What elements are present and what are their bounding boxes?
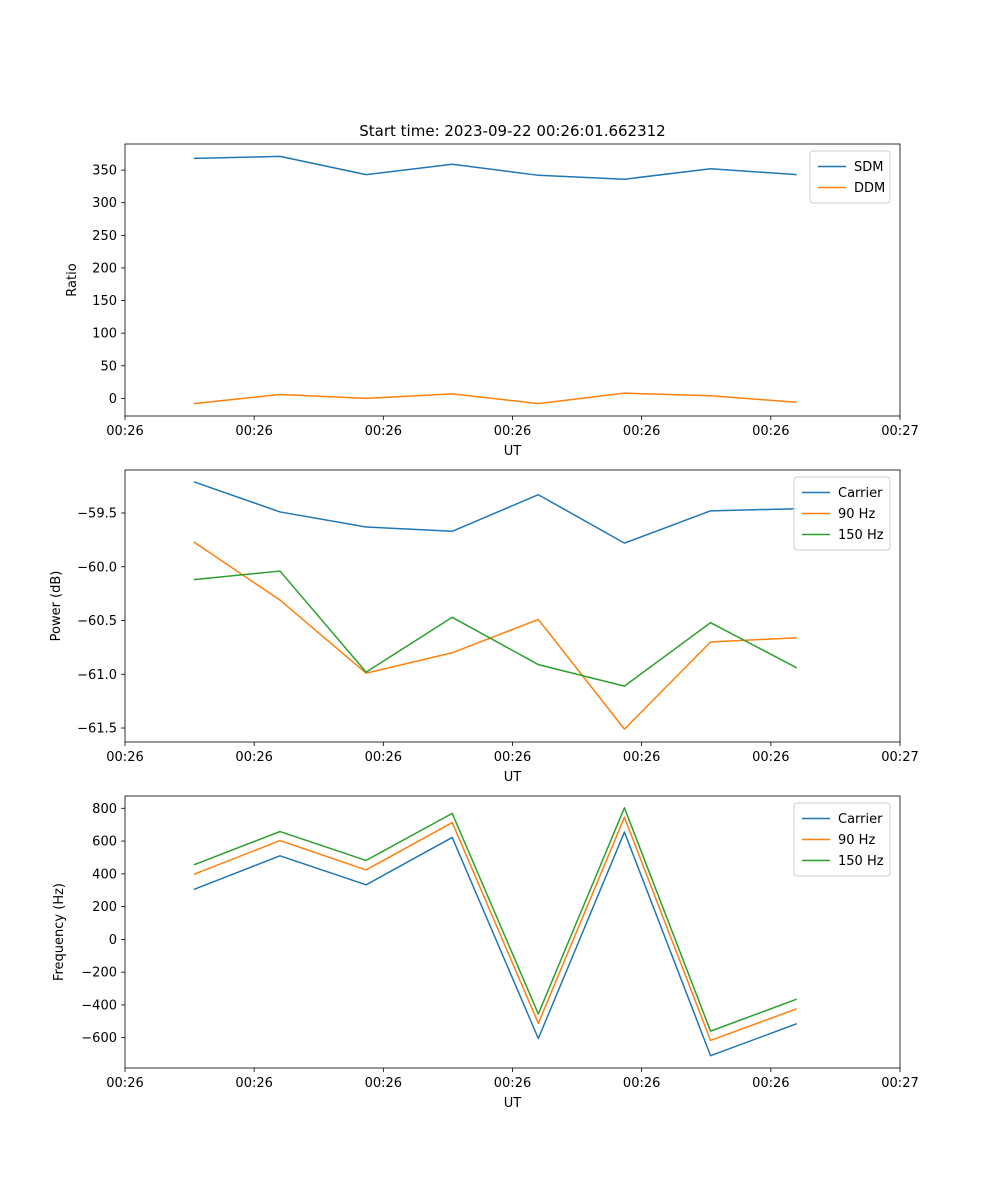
frequency-x-axis-label: UT	[504, 1096, 522, 1111]
ratio-x-tick-label: 00:27	[881, 424, 918, 439]
power-y-tick-label: −61.5	[77, 722, 117, 737]
power-legend: Carrier 90 Hz 150 Hz	[793, 476, 891, 551]
ratio-y-axis-label: Ratio	[65, 263, 80, 296]
ratio-legend-box	[809, 150, 891, 204]
frequency-x-tick-label: 00:26	[494, 1076, 531, 1091]
ratio-y-tick-label: 50	[100, 359, 117, 374]
ratio-legend: SDM DDM	[809, 150, 891, 204]
ratio-panel: 00:26 00:26 00:26 00:26 00:26 00:26 00:27 0 50 10…	[65, 143, 919, 459]
power-x-tick-label: 00:26	[623, 750, 660, 765]
ratio-y-tick-label: 350	[92, 164, 117, 179]
frequency-y-tick-label: 200	[92, 900, 117, 915]
frequency-y-tick-label: −200	[81, 966, 117, 981]
frequency-x-tick-label: 00:26	[235, 1076, 272, 1091]
frequency-y-tick-label: −600	[81, 1031, 117, 1046]
ratio-legend-label: DDM	[854, 181, 885, 196]
frequency-y-axis-label: Frequency (Hz)	[52, 883, 67, 981]
power-y-axis-label: Power (dB)	[49, 571, 64, 642]
power-x-tick-label: 00:27	[881, 750, 918, 765]
power-x-axis-label: UT	[504, 770, 522, 785]
ratio-x-tick-label: 00:26	[235, 424, 272, 439]
ratio-x-tick-label: 00:26	[365, 424, 402, 439]
ratio-legend-label: SDM	[854, 160, 883, 175]
frequency-x-tick-label: 00:27	[881, 1076, 918, 1091]
power-legend-label: 90 Hz	[838, 507, 875, 522]
power-legend-box	[793, 476, 891, 551]
power-legend-label: 150 Hz	[838, 528, 884, 543]
frequency-x-tick-label: 00:26	[106, 1076, 143, 1091]
power-series-150-hz-line	[193, 570, 798, 687]
power-x-tick-label: 00:26	[106, 750, 143, 765]
power-panel: 00:26 00:26 00:26 00:26 00:26 00:26 00:27 −61.5…	[49, 469, 919, 785]
power-x-tick-label: 00:26	[494, 750, 531, 765]
frequency-series-carrier-line	[193, 831, 797, 1057]
ratio-series-ddm-line	[193, 392, 797, 405]
power-x-tick-label: 00:26	[235, 750, 272, 765]
ratio-y-tick-label: 0	[109, 392, 117, 407]
power-series-90-hz-line	[193, 541, 797, 730]
frequency-legend-label: 90 Hz	[838, 833, 875, 848]
ratio-y-tick-label: 250	[92, 229, 117, 244]
frequency-y-tick-label: 0	[109, 933, 117, 948]
power-y-tick-label: −59.5	[77, 507, 117, 522]
frequency-axes-frame	[124, 795, 901, 1069]
frequency-series-150-hz-line	[193, 807, 797, 1032]
ratio-axes-frame	[124, 143, 901, 417]
ratio-x-tick-label: 00:26	[752, 424, 789, 439]
frequency-y-tick-label: 400	[92, 867, 117, 882]
frequency-series-90-hz-line	[193, 816, 797, 1042]
power-axes-frame	[124, 469, 901, 743]
ratio-x-axis-label: UT	[504, 444, 522, 459]
ratio-y-tick-label: 300	[92, 196, 117, 211]
power-y-tick-label: −60.0	[77, 560, 117, 575]
frequency-legend-label: 150 Hz	[838, 854, 884, 869]
ratio-y-tick-label: 100	[92, 327, 117, 342]
ratio-x-tick-label: 00:26	[106, 424, 143, 439]
frequency-x-tick-label: 00:26	[623, 1076, 660, 1091]
power-x-tick-label: 00:26	[752, 750, 789, 765]
power-y-tick-label: −61.0	[77, 668, 117, 683]
power-x-tick-label: 00:26	[365, 750, 402, 765]
frequency-x-tick-label: 00:26	[365, 1076, 402, 1091]
frequency-legend-label: Carrier	[838, 812, 883, 827]
ratio-series-sdm-line	[193, 155, 797, 180]
frequency-y-tick-label: −400	[81, 998, 117, 1013]
frequency-y-tick-label: 600	[92, 835, 117, 850]
frequency-legend-box	[793, 802, 891, 877]
figure-title: Start time: 2023-09-22 00:26:01.662312	[359, 122, 665, 140]
frequency-panel: 00:26 00:26 00:26 00:26 00:26 00:26 00:27 −600 −…	[52, 795, 919, 1111]
ratio-y-tick-label: 150	[92, 294, 117, 309]
power-series-carrier-line	[193, 481, 797, 544]
ratio-x-tick-label: 00:26	[494, 424, 531, 439]
frequency-legend: Carrier 90 Hz 150 Hz	[793, 802, 891, 877]
frequency-y-tick-label: 800	[92, 802, 117, 817]
ratio-x-tick-label: 00:26	[623, 424, 660, 439]
power-legend-label: Carrier	[838, 486, 883, 501]
frequency-x-tick-label: 00:26	[752, 1076, 789, 1091]
ratio-y-tick-label: 200	[92, 261, 117, 276]
power-y-tick-label: −60.5	[77, 614, 117, 629]
